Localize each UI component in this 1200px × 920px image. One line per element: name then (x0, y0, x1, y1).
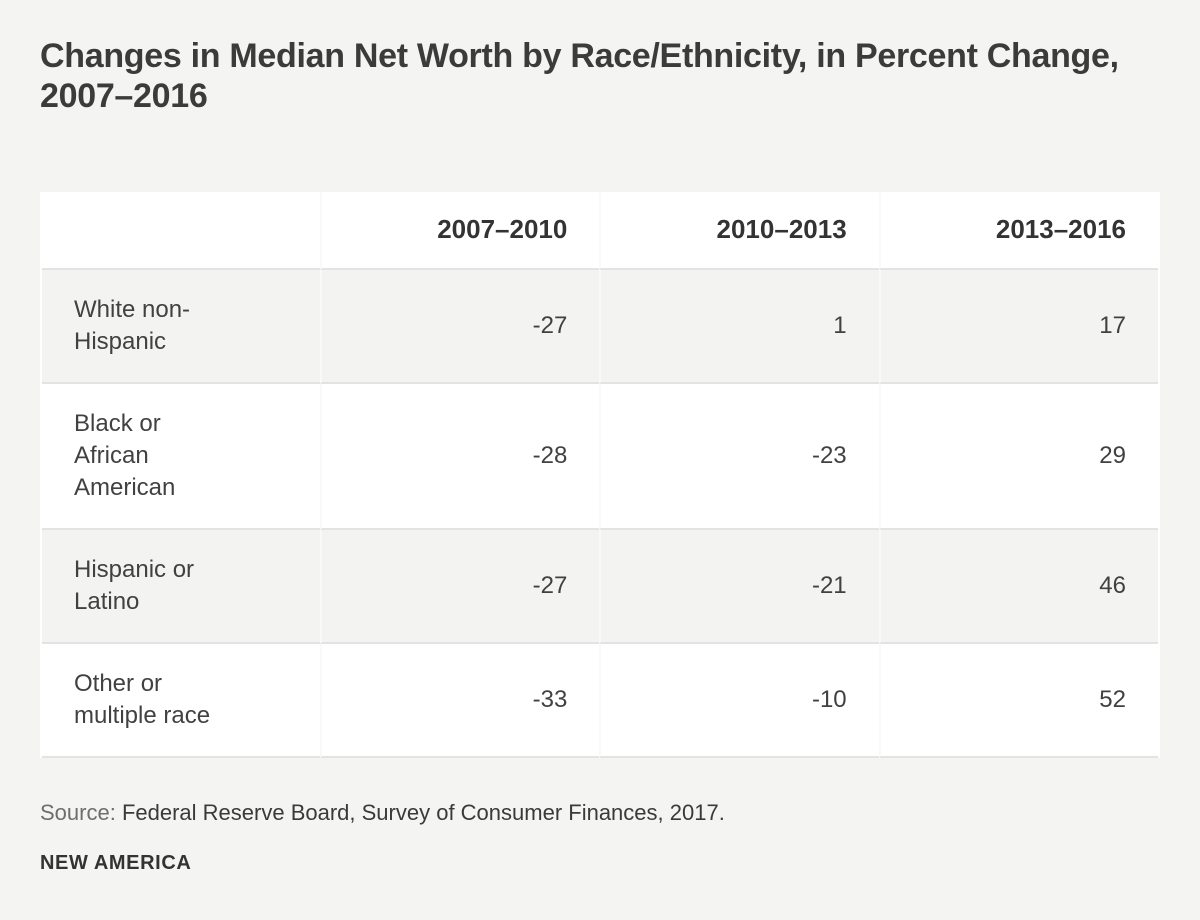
new-america-logo: NEW AMERICA (40, 852, 192, 874)
row-label-cell: Other or multiple race (42, 644, 320, 758)
header-cell-period: 2007–2010 (320, 192, 600, 270)
value-cell: -23 (599, 384, 879, 530)
header-cell-period: 2010–2013 (599, 192, 879, 270)
value-cell: -33 (320, 644, 600, 758)
value-cell: -27 (320, 530, 600, 644)
source-line: Source: Federal Reserve Board, Survey of… (40, 800, 1160, 826)
value-cell: -21 (599, 530, 879, 644)
value-cell: 52 (878, 644, 1158, 758)
source-text: Federal Reserve Board, Survey of Consume… (121, 800, 725, 825)
table-header: 2007–2010 2010–2013 2013–2016 (42, 192, 1158, 270)
table-row: Other or multiple race -33 -10 52 (42, 644, 1158, 758)
value-cell: 1 (599, 270, 879, 384)
source-label: Source: (40, 800, 116, 825)
row-label: Other or multiple race (74, 670, 211, 729)
value-cell: -27 (320, 270, 600, 384)
value-cell: 46 (878, 530, 1158, 644)
value-cell: -10 (599, 644, 879, 758)
row-label-cell: Hispanic or Latino (42, 530, 320, 644)
value-cell: 29 (878, 384, 1158, 530)
row-label: Hispanic or Latino (74, 556, 195, 615)
table-row: White non-Hispanic -27 1 17 (42, 270, 1158, 384)
row-label: Black or African American (74, 410, 176, 501)
net-worth-table: 2007–2010 2010–2013 2013–2016 White non-Hi… (40, 192, 1160, 758)
chart-title: Changes in Median Net Worth by Race/Ethn… (40, 37, 1119, 115)
table-body: White non-Hispanic -27 1 17 Black or African… (42, 270, 1158, 758)
header-cell-period: 2013–2016 (878, 192, 1158, 270)
header-cell-empty (42, 192, 320, 270)
row-label: White non-Hispanic (74, 296, 191, 355)
table-row: Hispanic or Latino -27 -21 46 (42, 530, 1158, 644)
table-header-row: 2007–2010 2010–2013 2013–2016 (42, 192, 1158, 270)
row-label-cell: Black or African American (42, 384, 320, 530)
value-cell: -28 (320, 384, 600, 530)
value-cell: 17 (878, 270, 1158, 384)
table-row: Black or African American -28 -23 29 (42, 384, 1158, 530)
row-label-cell: White non-Hispanic (42, 270, 320, 384)
